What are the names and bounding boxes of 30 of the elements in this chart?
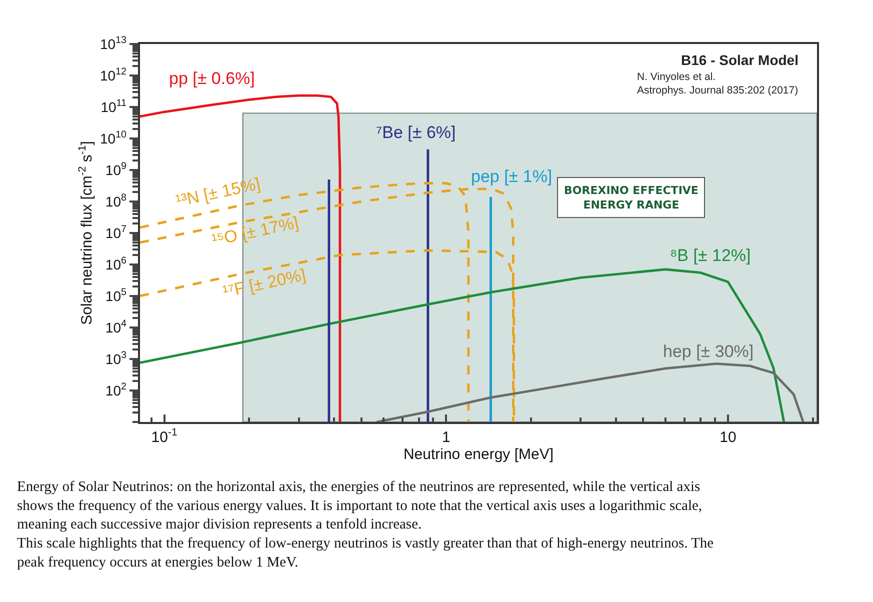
y-tick-label: 10$^{5}$ (105, 287, 127, 304)
series-label: ⁷Be [± 6%] (376, 123, 456, 142)
band-label: BOREXINO EFFECTIVE ENERGY RANGE (564, 184, 698, 212)
annotation: N. Vinyoles et al. (637, 71, 716, 83)
series-label: pep [± 1%] (471, 167, 552, 186)
y-tick-label: 10$^{4}$ (105, 318, 127, 336)
y-tick-label: 10$^{8}$ (105, 192, 127, 210)
y-tick-label: 10$^{7}$ (105, 224, 126, 241)
y-tick-label: 10$^{11}$ (100, 98, 126, 115)
y-tick-label: 10$^{2}$ (105, 382, 126, 398)
text: ¹⁷F [± 20%] (220, 265, 308, 302)
y-tick-label: 10$^{12}$ (100, 66, 126, 84)
x-tick-label: 10$^{-1}$ (151, 426, 178, 446)
y-tick-label: 10$^{3}$ (105, 350, 127, 367)
y-tick-label: 10$^{9}$ (105, 161, 126, 178)
y-tick-label: 10$^{13}$ (100, 35, 127, 52)
x-tick-label: 1 (442, 428, 450, 446)
series-label: hep [± 30%] (663, 342, 754, 361)
series-label: pp [± 0.6%] (169, 69, 255, 88)
y-tick-label: 10$^{10}$ (100, 130, 127, 146)
annotation: Astrophys. Journal 835:202 (2017) (637, 84, 798, 97)
text: This scale highlights that the frequency of low-energy neutrinos is vastly greater than that of high-energy neutrinos. The peak frequency occurs at energies below 1 MeV. (17, 536, 714, 570)
series-label: ⁸B [± 12%] (670, 246, 751, 265)
x-tick-label: 10 (720, 428, 736, 446)
y-tick-label: 10$^{6}$ (105, 256, 127, 272)
text: ¹³N [± 15%] (174, 174, 262, 211)
text: B16 - Solar Model (681, 52, 798, 68)
text: ¹⁵O [± 17%] (210, 213, 300, 250)
text: Energy of Solar Neutrinos: on the horizontal axis, the energies of the neutrinos are represented, while the vertical axis shows the frequency of the various energy values. It is important to note that the vertical axis uses a logarithmic scale, meaning each successive major division represents a tenfold increase. (17, 479, 702, 533)
x-axis-title: Neutrino energy [MeV] (403, 446, 554, 463)
